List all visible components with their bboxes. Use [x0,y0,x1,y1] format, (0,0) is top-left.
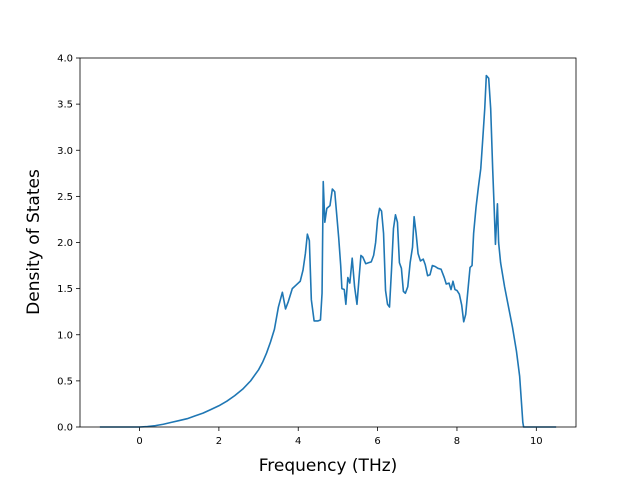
x-tick-label: 8 [454,436,460,447]
y-tick-label: 0.0 [57,423,73,434]
x-tick-label: 2 [216,436,222,447]
y-tick-label: 4.0 [57,54,73,65]
x-axis-ticks: 0 2 4 6 8 10 [136,427,543,447]
x-axis-label: Frequency (THz) [259,456,398,476]
x-tick-label: 6 [374,436,380,447]
x-tick-label: 4 [295,436,301,447]
y-tick-label: 0.5 [57,376,73,387]
y-tick-label: 1.5 [57,284,73,295]
y-tick-label: 1.0 [57,330,73,341]
series-line [99,74,557,428]
y-tick-label: 2.0 [57,238,73,249]
y-tick-label: 3.5 [57,100,73,111]
y-tick-label: 2.5 [57,192,73,203]
x-tick-label: 10 [530,436,543,447]
y-tick-label: 3.0 [57,146,73,157]
y-axis-label: Density of States [24,169,44,315]
x-tick-label: 0 [136,436,142,447]
plot-background [80,58,576,427]
plot-frame [79,57,577,428]
y-axis-ticks: 0.0 0.5 1.0 1.5 2.0 2.5 3.0 3.5 4.0 [57,54,80,434]
